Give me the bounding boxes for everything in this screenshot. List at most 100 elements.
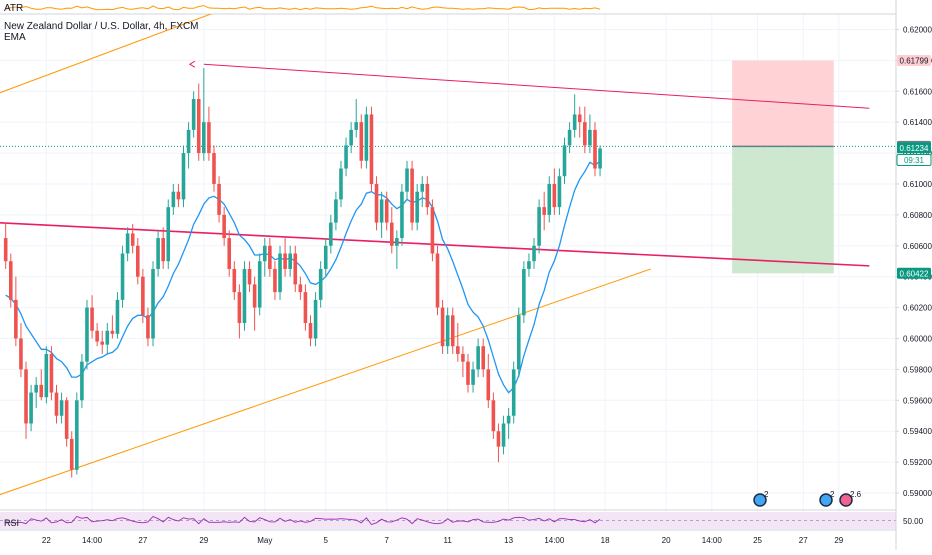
candle [222, 207, 226, 246]
candle [389, 207, 394, 254]
candle [537, 199, 541, 254]
candle-body [207, 122, 211, 154]
price-label-bg [896, 154, 932, 167]
event-badge[interactable]: 2.6 [839, 490, 862, 507]
price-tick-label: 0.61200 [903, 149, 932, 158]
channel-upper-line [0, 14, 213, 94]
candle [252, 276, 257, 331]
candle [420, 176, 425, 208]
candle [278, 245, 282, 300]
candle-body [323, 245, 328, 269]
candle [415, 183, 419, 231]
time-tick-label: 14:00 [82, 536, 103, 545]
atr-line [5, 5, 601, 11]
candle-body [125, 233, 130, 254]
candle-body [374, 183, 379, 223]
candle [141, 268, 145, 324]
candle-body [532, 245, 536, 262]
price-tick-label: 0.59000 [903, 489, 932, 498]
candle-body [135, 245, 140, 277]
candle [19, 323, 23, 378]
candle [293, 245, 298, 293]
candle [29, 384, 33, 432]
price-tick-label: 0.59800 [903, 365, 932, 374]
candle-body [85, 307, 89, 362]
candle [405, 160, 409, 200]
event-badge[interactable]: 2 [753, 490, 769, 507]
event-badge[interactable]: 2 [819, 490, 835, 507]
candle [476, 338, 480, 378]
price-axis[interactable]: 0.620000.618000.616000.614000.612000.610… [895, 0, 932, 550]
candle [308, 315, 313, 347]
candle [268, 238, 272, 277]
candle-body [252, 284, 257, 308]
price-tick-label: 0.61000 [903, 180, 932, 189]
candle [85, 299, 89, 370]
short-position-tool[interactable] [0, 60, 896, 274]
candle [125, 227, 130, 262]
candle [232, 261, 237, 300]
time-tick-label: 11 [444, 536, 453, 545]
candle [379, 191, 384, 239]
candle-body [313, 299, 318, 339]
candle [445, 307, 450, 354]
candle [257, 253, 262, 316]
candle [430, 199, 435, 262]
candle-body [379, 199, 384, 223]
candle [344, 137, 348, 177]
candle [202, 68, 206, 161]
candle [3, 222, 8, 269]
candle [496, 423, 501, 463]
price-tick-label: 0.61600 [903, 87, 932, 96]
candle-body [120, 253, 125, 300]
candle [318, 261, 323, 308]
candle [369, 106, 374, 192]
candle-body [39, 384, 44, 398]
candle [54, 384, 59, 424]
candle-body [110, 330, 115, 334]
time-tick-label: 18 [601, 536, 610, 545]
candle-body [90, 307, 94, 331]
candle [466, 353, 470, 393]
candle [364, 106, 369, 169]
candle-body [130, 233, 135, 246]
candle [440, 299, 445, 354]
candle [349, 122, 353, 154]
candle-body [547, 183, 552, 215]
candle-body [481, 346, 486, 370]
candle [329, 214, 333, 254]
candle-body [262, 245, 267, 262]
time-tick-label: 27 [138, 536, 147, 545]
candle-body [491, 400, 496, 432]
candle-body [191, 98, 196, 130]
candle-body [151, 268, 155, 339]
badge-count: 2 [764, 490, 769, 499]
candle-body [501, 423, 506, 447]
candle-body [283, 253, 287, 269]
candle [542, 191, 546, 231]
candle-body [288, 253, 292, 269]
candle [547, 176, 552, 223]
candle [303, 284, 308, 331]
candle [298, 276, 303, 300]
candle-body [527, 261, 531, 269]
candle-body [440, 307, 445, 347]
candle [191, 91, 196, 138]
candle [359, 114, 364, 169]
price-tick-label: 0.59200 [903, 458, 932, 467]
candle-body [237, 292, 242, 324]
candle-body [511, 369, 516, 416]
candle-body [552, 183, 557, 208]
time-axis[interactable]: 22 14:00 27 29 May 5 7 11 13 14:00 18 20 14:00 25 27 29 [42, 536, 844, 545]
candle [115, 292, 120, 339]
candle [100, 330, 105, 354]
event-badges[interactable]: 2 2 2.6 [753, 490, 862, 507]
candle [217, 176, 221, 223]
candle [354, 98, 359, 138]
candle-body [384, 199, 389, 223]
rsi-legend: RSI [4, 518, 20, 528]
candle [583, 106, 587, 154]
candle [450, 307, 455, 354]
